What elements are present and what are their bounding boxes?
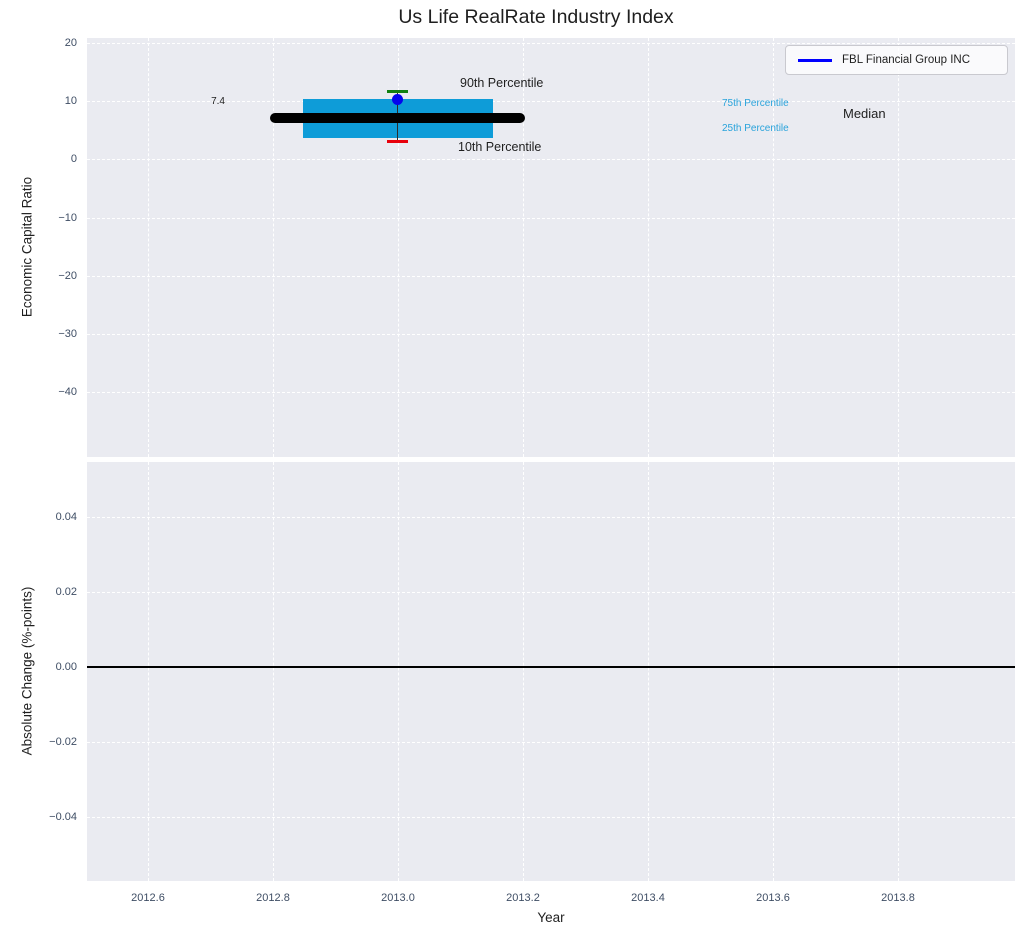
y-axis-label-bottom: Absolute Change (%-points)	[19, 586, 35, 756]
gridline-v	[648, 462, 649, 881]
gridline-v	[273, 38, 274, 457]
chart-title: Us Life RealRate Industry Index	[398, 6, 674, 28]
xtick: 2013.2	[506, 892, 540, 904]
gridline-v	[398, 38, 399, 457]
top-axes: 7.4 90th Percentile 10th Percentile 75th…	[87, 38, 1015, 457]
ytick-top: −40	[58, 386, 77, 398]
median-value-label: 7.4	[211, 96, 225, 107]
gridline-v	[273, 462, 274, 881]
ytick-bottom: −0.04	[49, 811, 77, 823]
xtick: 2013.8	[881, 892, 915, 904]
gridline-v	[648, 38, 649, 457]
ytick-bottom: 0.02	[55, 586, 77, 598]
gridline-v	[148, 38, 149, 457]
gridline-h	[87, 517, 1015, 518]
ytick-bottom: −0.02	[49, 736, 77, 748]
bottom-axes	[87, 462, 1015, 881]
ytick-top: −20	[58, 270, 77, 282]
gridline-h	[87, 43, 1015, 44]
x-axis-label: Year	[537, 910, 565, 925]
gridline-h	[87, 159, 1015, 160]
legend-label: FBL Financial Group INC	[842, 54, 971, 66]
xtick: 2012.8	[256, 892, 290, 904]
median-text-label: Median	[843, 106, 886, 121]
gridline-h	[87, 817, 1015, 818]
xtick: 2012.6	[131, 892, 165, 904]
gridline-v	[898, 462, 899, 881]
gridline-h	[87, 742, 1015, 743]
gridline-v	[523, 462, 524, 881]
ytick-top: 0	[70, 153, 77, 165]
gridline-h	[87, 592, 1015, 593]
gridline-v	[523, 38, 524, 457]
legend-line-swatch	[798, 58, 832, 62]
y-axis-label-top: Economic Capital Ratio	[19, 176, 35, 318]
ytick-top: −30	[58, 328, 77, 340]
gridline-v	[773, 462, 774, 881]
ytick-bottom: 0.04	[55, 511, 77, 523]
legend: FBL Financial Group INC	[785, 45, 1008, 75]
gridline-v	[148, 462, 149, 881]
company-marker-dot	[392, 94, 403, 105]
ytick-top: −10	[58, 212, 77, 224]
xtick: 2013.0	[381, 892, 415, 904]
gridline-v	[773, 38, 774, 457]
gridline-h	[87, 276, 1015, 277]
gridline-v	[398, 462, 399, 881]
gridline-h	[87, 334, 1015, 335]
ytick-bottom: 0.00	[55, 661, 77, 673]
xtick: 2013.4	[631, 892, 665, 904]
75th-percentile-label: 75th Percentile	[722, 98, 789, 109]
90th-percentile-cap	[387, 90, 408, 93]
gridline-h	[87, 101, 1015, 102]
25th-percentile-label: 25th Percentile	[722, 123, 789, 134]
zero-change-line	[87, 666, 1015, 668]
median-line	[270, 113, 525, 123]
ytick-top: 10	[64, 95, 77, 107]
90th-percentile-label: 90th Percentile	[460, 76, 544, 90]
gridline-v	[898, 38, 899, 457]
10th-percentile-cap	[387, 140, 408, 143]
gridline-h	[87, 392, 1015, 393]
ytick-top: 20	[64, 37, 77, 49]
gridline-h	[87, 218, 1015, 219]
10th-percentile-label: 10th Percentile	[458, 140, 542, 154]
xtick: 2013.6	[756, 892, 790, 904]
